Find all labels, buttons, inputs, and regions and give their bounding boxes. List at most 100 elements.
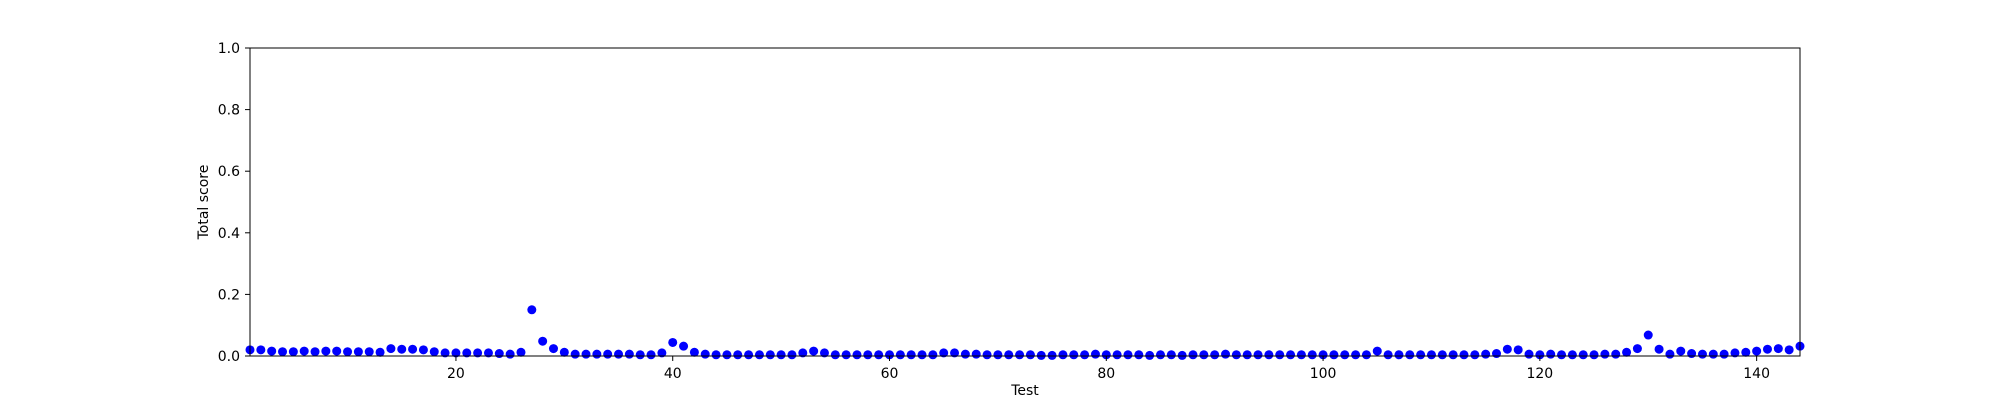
data-point xyxy=(798,348,808,358)
data-point xyxy=(1090,349,1100,359)
data-point xyxy=(895,350,905,360)
y-tick-label: 1.0 xyxy=(218,41,240,57)
data-point xyxy=(278,347,288,357)
data-point xyxy=(1481,349,1491,359)
data-point xyxy=(852,350,862,360)
data-point xyxy=(689,347,699,357)
data-point xyxy=(1058,350,1068,360)
data-point xyxy=(863,350,873,360)
data-point xyxy=(1557,350,1567,360)
data-point xyxy=(744,350,754,360)
data-point xyxy=(267,346,277,356)
data-point xyxy=(527,305,537,315)
data-point xyxy=(1676,346,1686,356)
data-point xyxy=(1632,344,1642,354)
data-point xyxy=(494,349,504,359)
data-point xyxy=(408,344,418,354)
data-point xyxy=(462,348,472,358)
data-point xyxy=(1145,350,1155,360)
data-point xyxy=(1665,349,1675,359)
y-tick-label: 0.0 xyxy=(218,349,240,365)
data-point xyxy=(1448,350,1458,360)
data-point xyxy=(451,348,461,358)
data-points xyxy=(245,305,1805,360)
data-point xyxy=(1296,350,1306,360)
data-point xyxy=(332,346,342,356)
x-axis-ticks: 20 40 60 80 100 120 140 xyxy=(447,356,1770,382)
data-point xyxy=(1329,350,1339,360)
data-point xyxy=(1492,349,1502,359)
data-point xyxy=(809,346,819,356)
data-point xyxy=(657,348,667,358)
data-point xyxy=(1080,350,1090,360)
data-point xyxy=(624,349,634,359)
data-point xyxy=(722,350,732,360)
data-point xyxy=(1177,350,1187,360)
data-point xyxy=(787,350,797,360)
data-point xyxy=(1372,346,1382,356)
data-point xyxy=(646,350,656,360)
y-axis-ticks: 0.0 0.2 0.4 0.6 0.8 1.0 xyxy=(218,41,250,365)
data-point xyxy=(440,348,450,358)
data-point xyxy=(1773,344,1783,354)
data-point xyxy=(386,344,396,354)
data-point xyxy=(1253,350,1263,360)
data-point xyxy=(1210,350,1220,360)
data-point xyxy=(1502,344,1512,354)
x-tick-label: 140 xyxy=(1743,366,1770,382)
data-point xyxy=(960,349,970,359)
data-point xyxy=(516,347,526,357)
data-point xyxy=(1416,350,1426,360)
data-point xyxy=(1015,350,1025,360)
x-tick-label: 100 xyxy=(1310,366,1337,382)
y-tick-label: 0.4 xyxy=(218,226,240,242)
data-point xyxy=(1383,350,1393,360)
data-point xyxy=(548,344,558,354)
plot-frame xyxy=(249,47,1801,357)
data-point xyxy=(1426,350,1436,360)
x-axis-label: Test xyxy=(1010,383,1039,399)
data-point xyxy=(1741,347,1751,357)
data-point xyxy=(1351,350,1361,360)
data-point xyxy=(1394,350,1404,360)
data-point xyxy=(1697,349,1707,359)
data-point xyxy=(397,344,407,354)
data-point xyxy=(614,349,624,359)
data-point xyxy=(1134,350,1144,360)
data-point xyxy=(754,350,764,360)
data-point xyxy=(483,348,493,358)
data-point xyxy=(1221,349,1231,359)
data-point xyxy=(1708,349,1718,359)
data-point xyxy=(1166,350,1176,360)
data-point xyxy=(1622,347,1632,357)
y-tick-label: 0.8 xyxy=(218,103,240,119)
data-point xyxy=(1047,350,1057,360)
data-point xyxy=(928,350,938,360)
data-point xyxy=(353,347,363,357)
data-point xyxy=(418,345,428,355)
data-point xyxy=(343,347,353,357)
data-point xyxy=(679,341,689,351)
data-point xyxy=(1470,350,1480,360)
data-point xyxy=(1567,350,1577,360)
data-point xyxy=(1025,350,1035,360)
data-point xyxy=(1069,350,1079,360)
data-point xyxy=(505,349,515,359)
data-point xyxy=(733,350,743,360)
data-point xyxy=(1275,350,1285,360)
data-point xyxy=(668,337,678,347)
data-point xyxy=(364,347,374,357)
data-point xyxy=(1589,350,1599,360)
data-point xyxy=(581,349,591,359)
data-point xyxy=(1340,350,1350,360)
data-point xyxy=(819,348,829,358)
data-point xyxy=(1719,349,1729,359)
data-point xyxy=(1199,350,1209,360)
data-point xyxy=(570,349,580,359)
data-point xyxy=(1687,349,1697,359)
data-point xyxy=(310,347,320,357)
x-tick-label: 40 xyxy=(664,366,682,382)
data-point xyxy=(1600,349,1610,359)
data-point xyxy=(1643,330,1653,340)
data-point xyxy=(939,348,949,358)
